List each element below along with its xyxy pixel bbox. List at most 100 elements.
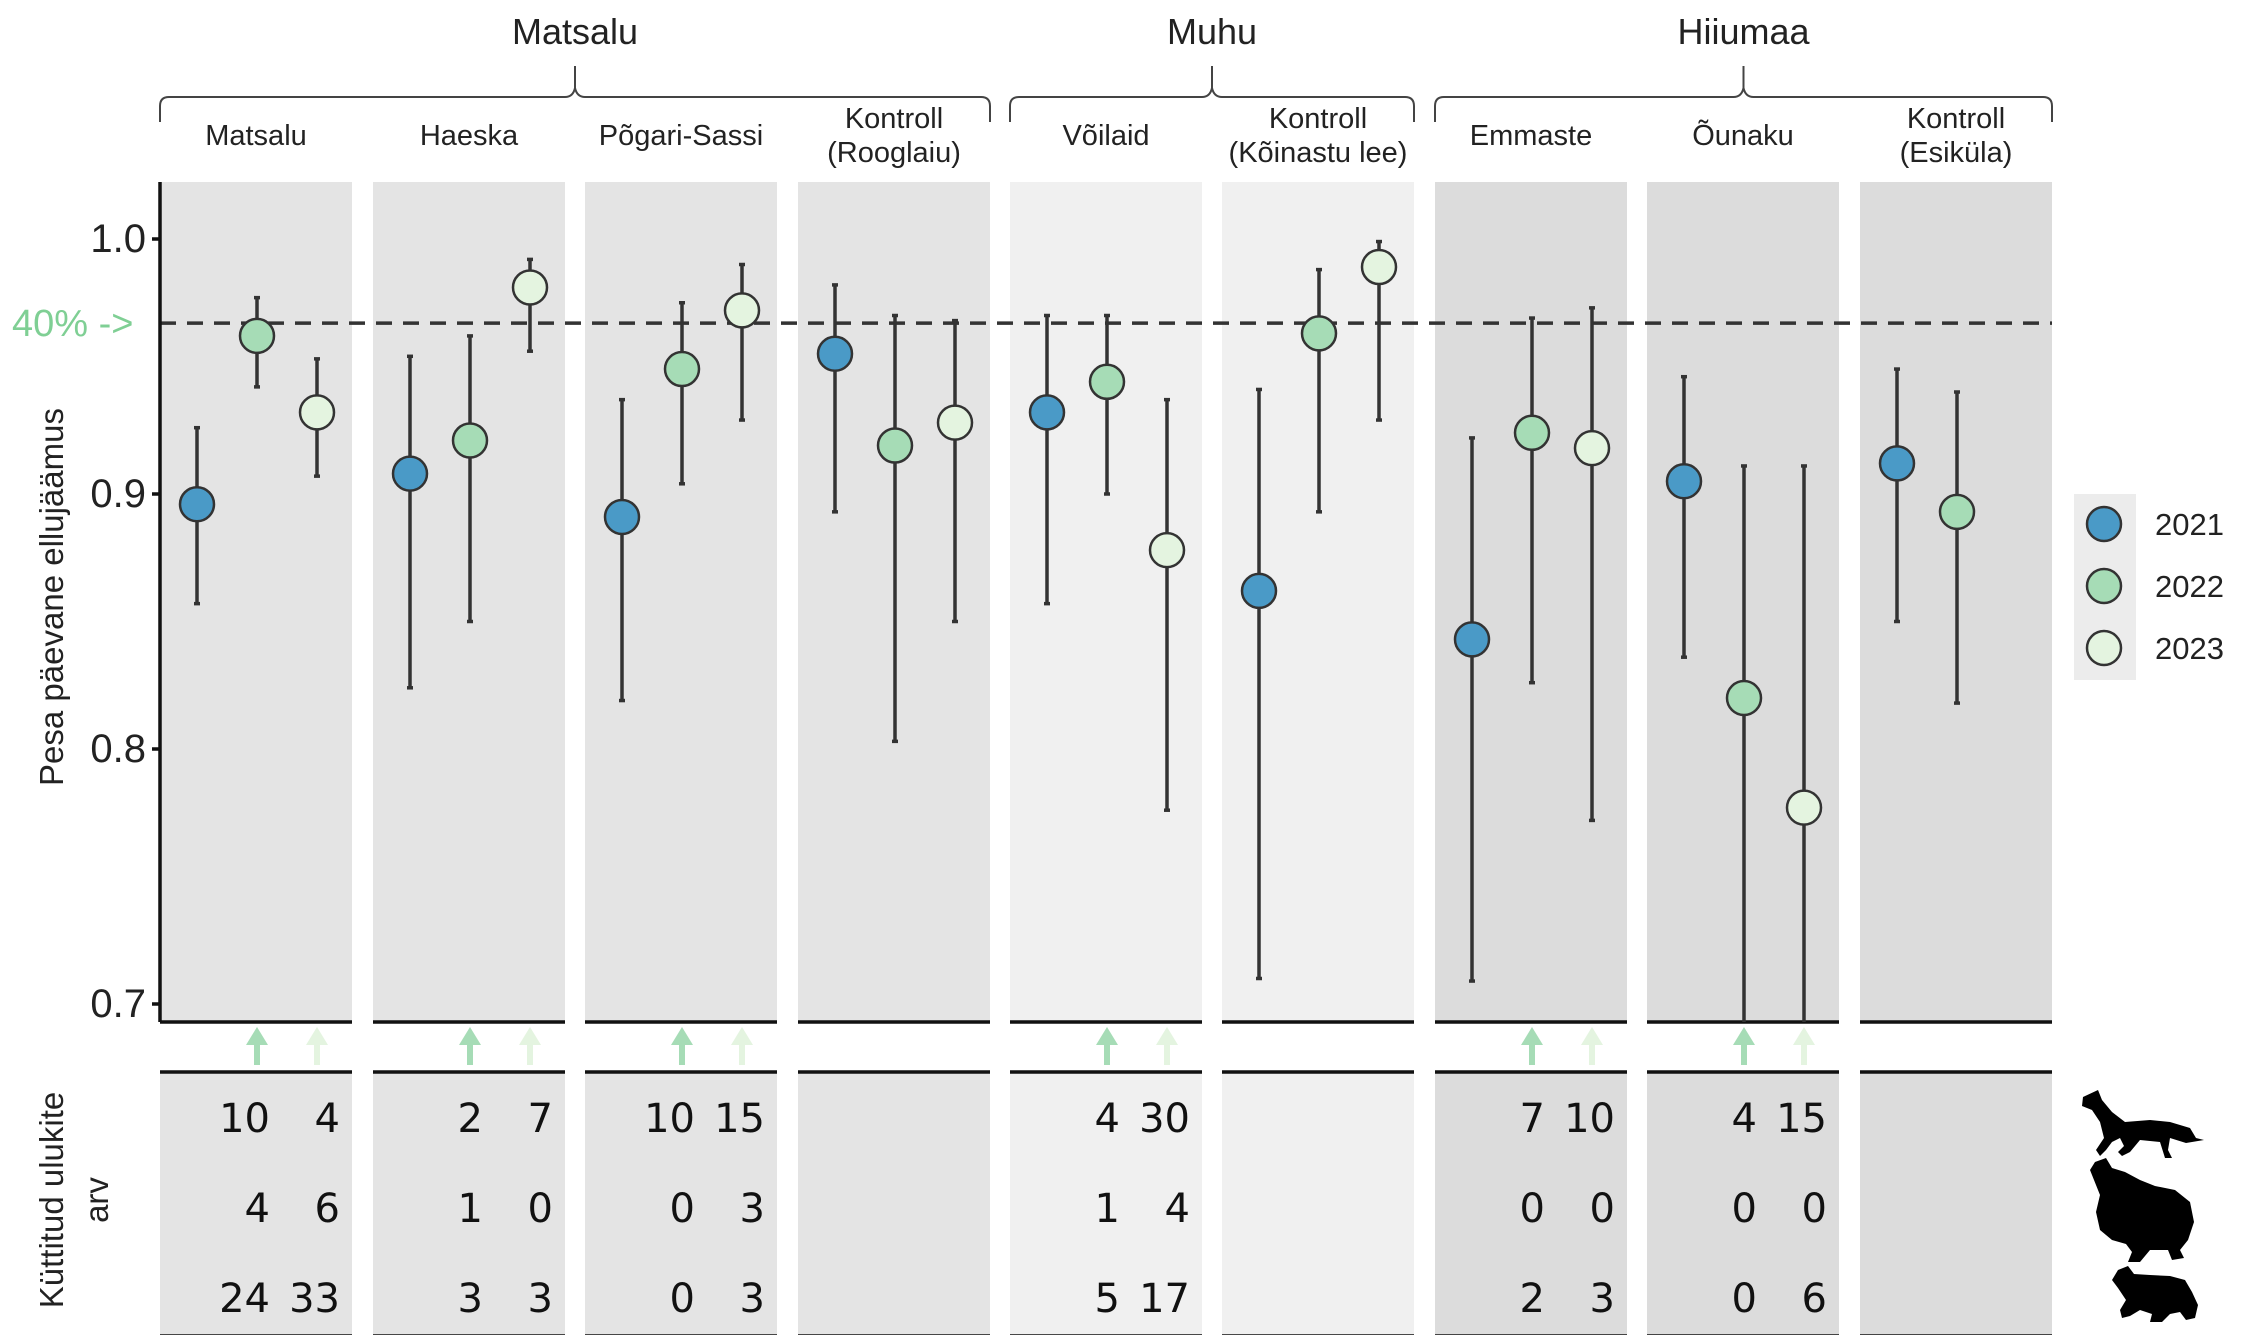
hunted-count: 2 bbox=[458, 1096, 483, 1142]
y-axis-title: Pesa päevane ellujäämus bbox=[33, 408, 70, 786]
arrow-head-2023 bbox=[1156, 1027, 1178, 1045]
hunted-count: 3 bbox=[740, 1276, 765, 1322]
arrow-head-2023 bbox=[306, 1027, 328, 1045]
point-2023 bbox=[1785, 789, 1823, 826]
table-panel-background bbox=[585, 1072, 777, 1335]
point-estimates-layer bbox=[178, 239, 1976, 1065]
panel-label: Kontroll bbox=[1907, 103, 2005, 135]
legend-swatch-2023 bbox=[2085, 629, 2123, 667]
raccoon-dog-icon bbox=[2090, 1158, 2194, 1262]
point-2021 bbox=[1665, 463, 1703, 500]
point-2023 bbox=[936, 404, 974, 441]
panel-label: (Kõinastu lee) bbox=[1229, 137, 1408, 169]
hunted-count: 4 bbox=[315, 1096, 340, 1142]
panel-label: Kontroll bbox=[1269, 103, 1367, 135]
point-2021 bbox=[603, 498, 641, 536]
hunted-count: 7 bbox=[528, 1096, 553, 1142]
panel-labels: Matsalu Haeska Põgari-SassiKontroll(Roogla… bbox=[159, 11, 2053, 169]
legend-label: 2021 bbox=[2155, 507, 2224, 542]
y-tick-label: 0.9 bbox=[90, 472, 146, 516]
point-2023 bbox=[723, 292, 761, 329]
table-y-label: Küttitud ulukite bbox=[33, 1092, 70, 1308]
point-2021 bbox=[178, 485, 216, 523]
hunted-count: 24 bbox=[219, 1276, 270, 1322]
table-panel-background bbox=[1222, 1072, 1414, 1335]
y-tick-label: 0.7 bbox=[90, 982, 146, 1026]
point-2022 bbox=[1938, 493, 1976, 531]
point-2021 bbox=[1240, 572, 1278, 610]
hunted-count: 0 bbox=[1732, 1276, 1757, 1322]
point-2021 bbox=[1453, 621, 1491, 658]
point-2023 bbox=[298, 394, 336, 431]
panel-label: Võilaid bbox=[1062, 120, 1149, 152]
region-bracket bbox=[1009, 66, 1415, 122]
point-2023 bbox=[1148, 531, 1186, 569]
animal-icons bbox=[2082, 1090, 2204, 1322]
legend-label: 2022 bbox=[2155, 569, 2224, 604]
table-y-label: arv bbox=[78, 1177, 115, 1223]
hunted-count: 4 bbox=[245, 1186, 270, 1232]
hunted-count: 10 bbox=[219, 1096, 270, 1142]
point-2023 bbox=[1360, 248, 1398, 286]
hunted-count: 30 bbox=[1139, 1096, 1190, 1142]
hunted-count: 4 bbox=[1732, 1096, 1757, 1142]
hunted-count: 10 bbox=[644, 1096, 695, 1142]
hunted-count: 0 bbox=[1590, 1186, 1615, 1232]
hunted-count: 17 bbox=[1139, 1276, 1190, 1322]
hunted-count: 10 bbox=[1564, 1096, 1615, 1142]
table-panel-background bbox=[1435, 1072, 1627, 1335]
hunted-count: 4 bbox=[1165, 1186, 1190, 1232]
hunted-count: 2 bbox=[1520, 1276, 1545, 1322]
hunted-count: 0 bbox=[670, 1186, 695, 1232]
y-tick-label: 1.0 bbox=[90, 217, 146, 261]
table-panel-background bbox=[1010, 1072, 1202, 1335]
hunted-count: 33 bbox=[289, 1276, 340, 1322]
hunted-count: 4 bbox=[1095, 1096, 1120, 1142]
panel-label: Emmaste bbox=[1470, 120, 1592, 152]
point-2022 bbox=[451, 422, 489, 459]
panel-label: Kontroll bbox=[845, 103, 943, 135]
y-tick-label: 0.8 bbox=[90, 727, 146, 771]
hunted-count: 0 bbox=[670, 1276, 695, 1322]
panel-backgrounds bbox=[160, 182, 2052, 1024]
point-2021 bbox=[816, 335, 854, 372]
hunted-count: 7 bbox=[1520, 1096, 1545, 1142]
hunted-count: 3 bbox=[740, 1186, 765, 1232]
threshold-label: 40% -> bbox=[12, 303, 133, 345]
region-bracket bbox=[1434, 66, 2053, 122]
panel-label: (Rooglaiu) bbox=[827, 137, 961, 169]
panel-label: Õunaku bbox=[1692, 118, 1794, 152]
point-2022 bbox=[238, 317, 276, 355]
hunted-count: 3 bbox=[528, 1276, 553, 1322]
legend-swatch-2021 bbox=[2085, 505, 2123, 543]
arrow-head-2023 bbox=[519, 1027, 541, 1045]
region-label: Muhu bbox=[1167, 11, 1257, 52]
point-2023 bbox=[511, 269, 549, 306]
table-panel-background bbox=[373, 1072, 565, 1335]
point-2021 bbox=[1878, 445, 1916, 482]
hunted-count: 6 bbox=[315, 1186, 340, 1232]
hunted-animals-table: 10 44 624 332 71 03 310 150 30 34 301 45 177 100 02 34 1… bbox=[33, 1070, 2052, 1335]
arrow-head-2023 bbox=[1793, 1027, 1815, 1045]
arrow-head-2022 bbox=[459, 1027, 481, 1045]
arrow-head-2022 bbox=[246, 1027, 268, 1045]
hunted-count: 3 bbox=[1590, 1276, 1615, 1322]
table-panel-background bbox=[160, 1072, 352, 1335]
panel-background bbox=[1010, 182, 1202, 1022]
legend-label: 2023 bbox=[2155, 631, 2224, 666]
table-panel-background bbox=[798, 1072, 990, 1335]
point-2022 bbox=[1725, 679, 1763, 717]
point-2023 bbox=[1573, 429, 1611, 467]
arrow-head-2022 bbox=[671, 1027, 693, 1045]
hunted-count: 0 bbox=[1732, 1186, 1757, 1232]
arrow-head-2023 bbox=[731, 1027, 753, 1045]
hunted-count: 3 bbox=[458, 1276, 483, 1322]
hunted-count: 1 bbox=[1095, 1186, 1120, 1232]
panel-label: Põgari-Sassi bbox=[599, 120, 763, 152]
point-2022 bbox=[876, 427, 914, 464]
legend-swatch-2022 bbox=[2085, 567, 2123, 605]
point-2021 bbox=[391, 455, 429, 492]
arrow-head-2022 bbox=[1096, 1027, 1118, 1045]
y-axis: 1.0 0.9 0.8 0.7 Pesa päevane ellujäämus bbox=[33, 182, 162, 1026]
